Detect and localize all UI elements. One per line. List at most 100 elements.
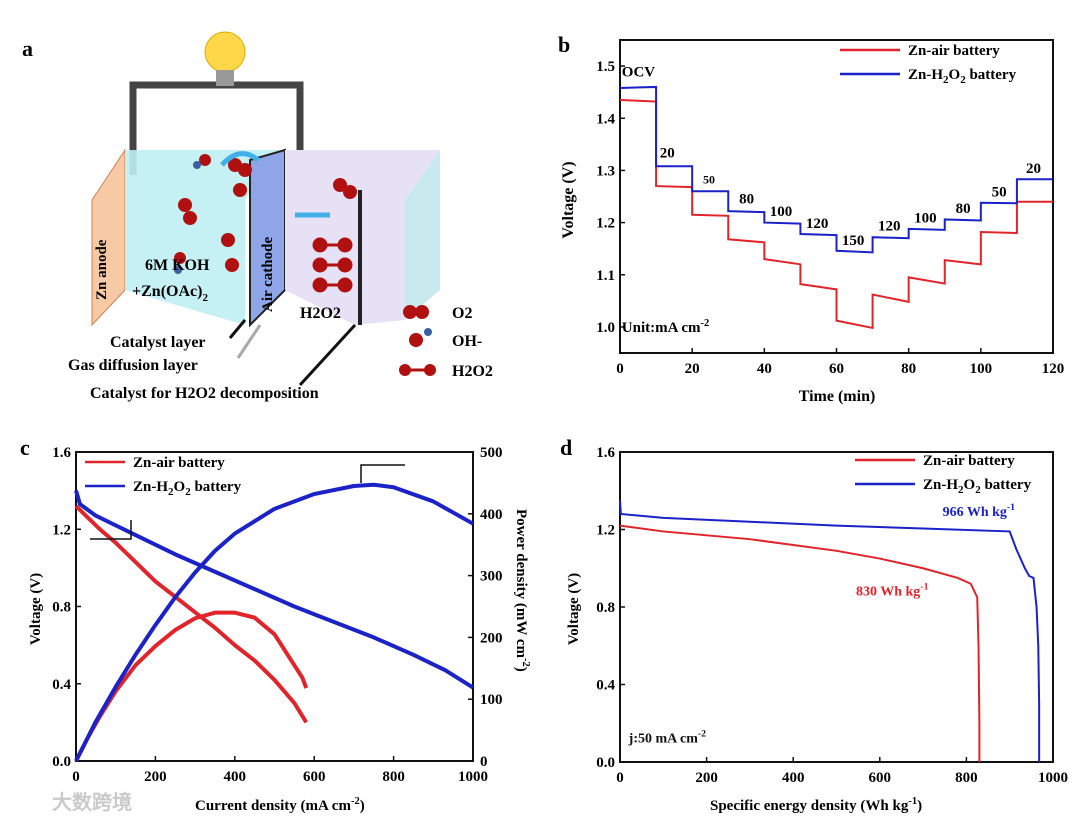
y-tick-label: 1.6: [52, 445, 71, 461]
unit-annotation: Unit:mA cm-2: [622, 318, 710, 336]
x-tick-label: 100: [970, 361, 993, 377]
series-line-zn-h2o2-battery-power: [74, 482, 474, 762]
x-tick-label: 600: [869, 770, 892, 786]
light-bulb-icon: [204, 31, 246, 86]
step-label: 50: [992, 185, 1007, 201]
y-tick-label: 0.0: [596, 755, 615, 771]
y-tick-label: 1.2: [596, 216, 615, 232]
chart-d: 0 200 400 600 800 1000 0.0 0.4 0.8 1.2 1.6 d 966 Wh …: [560, 435, 1068, 814]
h2o2-cell-label: H2O2: [300, 305, 341, 322]
svg-text:OH-: OH-: [452, 333, 482, 350]
step-label: 80: [739, 191, 754, 207]
molecule-legend: O2 OH- H2O2: [399, 305, 493, 380]
layer-label-catalyst: Catalyst layer: [110, 334, 206, 351]
value-annotation: j:50 mA cm-2: [628, 729, 706, 747]
x-axis-title: Specific energy density (Wh kg-1): [710, 796, 922, 814]
panel-label: d: [560, 435, 572, 460]
step-label: 80: [956, 201, 971, 217]
step-label: OCV: [622, 65, 656, 81]
series-line-zn-h2o2-battery: [619, 85, 1053, 254]
legend-label: Zn-air battery: [133, 455, 225, 471]
panel-label: b: [558, 32, 570, 57]
series-line-zn-h2o2-battery: [619, 500, 1041, 762]
x-tick-label: 800: [955, 770, 978, 786]
y-tick-label: 0.4: [52, 677, 71, 693]
x-tick-label: 60: [829, 361, 844, 377]
step-label: 120: [806, 216, 829, 232]
reaction-arrow-icon: [220, 151, 260, 167]
y-right-tick-label: 400: [480, 507, 503, 523]
legend-label: Zn-air battery: [923, 453, 1015, 469]
y-right-tick-label: 200: [480, 630, 503, 646]
h2o2-molecules: [312, 237, 353, 293]
value-annotation: 966 Wh kg-1: [943, 502, 1016, 520]
panel-label: c: [20, 435, 30, 460]
x-tick-label: 800: [382, 769, 405, 785]
y-tick-label: 1.6: [596, 445, 615, 461]
electrolyte-line1: 6M KOH: [145, 257, 210, 274]
x-tick-label: 600: [303, 769, 326, 785]
left-axis-arrow-icon: [90, 520, 132, 540]
y-tick-label: 1.2: [596, 523, 615, 539]
series-line-zn-air-battery: [619, 98, 1053, 330]
x-tick-label: 1000: [458, 769, 488, 785]
layer-label-gas-diffusion: Gas diffusion layer: [68, 357, 198, 374]
step-label: 100: [914, 211, 937, 227]
plot-frame: [619, 451, 1054, 763]
legend-label: Zn-H2O2 battery: [133, 479, 242, 498]
right-axis-arrow-icon: [360, 464, 405, 483]
svg-text:O2: O2: [452, 305, 472, 322]
step-label: 50: [703, 172, 715, 186]
y-tick-label: 0.8: [52, 600, 71, 616]
x-axis-title: Time (min): [799, 388, 876, 405]
series-line-zn-air-battery: [74, 504, 308, 724]
y-tick-label: 1.0: [596, 320, 615, 336]
step-label: 20: [1026, 161, 1041, 177]
x-tick-label: 40: [757, 361, 772, 377]
y-tick-label: 1.4: [596, 111, 615, 127]
series-line-zn-air-battery-power: [74, 610, 309, 762]
step-label: 120: [878, 218, 901, 234]
layer-label-h2o2-catalyst: Catalyst for H2O2 decomposition: [90, 385, 319, 402]
x-axis-title: Current density (mA cm-2): [195, 796, 365, 814]
y-right-tick-label: 300: [480, 569, 503, 585]
y-tick-label: 1.5: [596, 59, 615, 75]
electrolyte-line2-text: +Zn(OAc)2: [132, 283, 208, 304]
x-tick-label: 120: [1042, 361, 1065, 377]
y-tick-label: 0.8: [596, 600, 615, 616]
o2-molecules: [178, 158, 357, 272]
x-tick-label: 80: [901, 361, 916, 377]
x-tick-label: 0: [616, 361, 624, 377]
x-tick-label: 400: [224, 769, 247, 785]
panel-a-schematic: a: [22, 31, 493, 402]
anode-label: Zn anode: [94, 239, 110, 300]
y-axis-title: Voltage (V): [560, 161, 577, 238]
series-line-zn-h2o2-battery: [74, 490, 475, 690]
y-tick-label: 1.3: [596, 163, 615, 179]
legend-label: Zn-H2O2 battery: [908, 67, 1017, 86]
y-tick-label: 1.2: [52, 522, 71, 538]
x-tick-label: 1000: [1038, 770, 1068, 786]
chart-c: 0 200 400 600 800 1000 0.0 0.4 0.8 1.2 1.6 c 0 100 200…: [20, 435, 531, 814]
y-right-tick-label: 500: [480, 445, 503, 461]
x-tick-label: 200: [695, 770, 718, 786]
step-label: 20: [660, 145, 675, 161]
x-tick-label: 20: [685, 361, 700, 377]
step-label: 100: [770, 204, 793, 220]
legend-label: Zn-H2O2 battery: [923, 477, 1032, 496]
chart-b: 0 20 40 60 80 100 120 1.0 1.1 1.2 1.3 1.4 1.5 b OCV 20 5…: [558, 32, 1065, 405]
svg-text:H2O2: H2O2: [452, 363, 493, 380]
y-axis-title: Voltage (V): [28, 573, 44, 645]
legend-label: Zn-air battery: [908, 43, 1000, 59]
y-tick-label: 0.4: [596, 678, 615, 694]
x-tick-label: 400: [782, 770, 805, 786]
y-axis-title: Voltage (V): [566, 573, 582, 645]
panel-a-label: a: [22, 36, 33, 61]
value-annotation: 830 Wh kg-1: [856, 581, 929, 599]
oh-ions: [174, 154, 211, 274]
y-tick-label: 0.0: [52, 754, 71, 770]
plot-frame: [75, 451, 474, 762]
y-right-tick-label: 100: [480, 692, 503, 708]
y-right-tick-label: 0: [480, 754, 488, 770]
